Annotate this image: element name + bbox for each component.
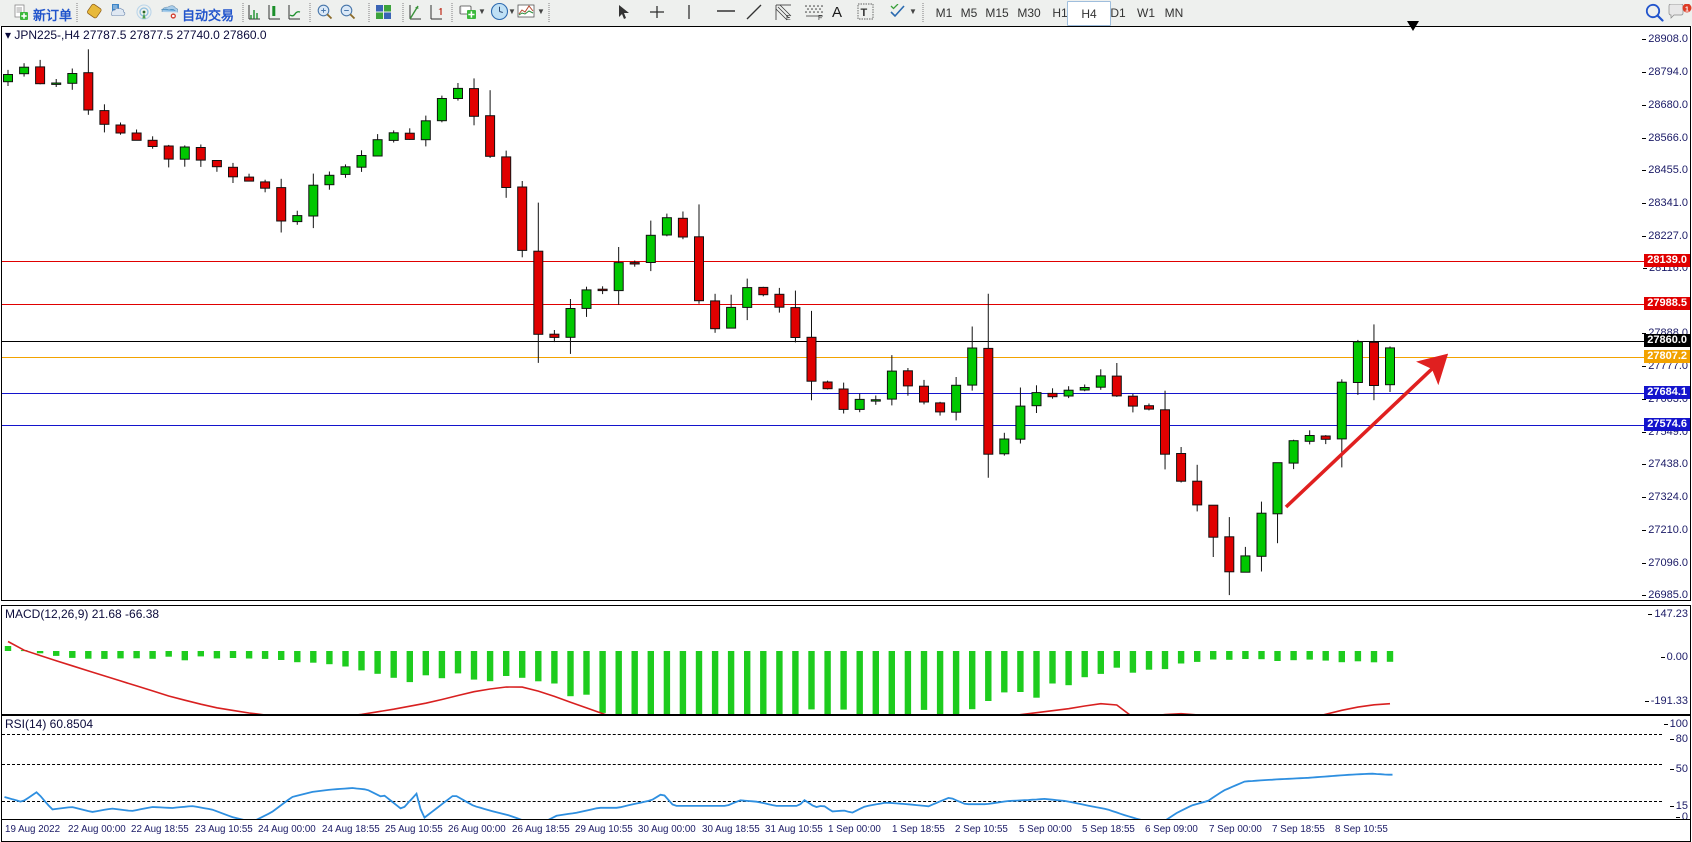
svg-text:F: F bbox=[818, 15, 822, 20]
svg-text:T: T bbox=[861, 7, 868, 19]
svg-text:1: 1 bbox=[1685, 6, 1689, 13]
svg-text:E: E bbox=[786, 15, 791, 21]
